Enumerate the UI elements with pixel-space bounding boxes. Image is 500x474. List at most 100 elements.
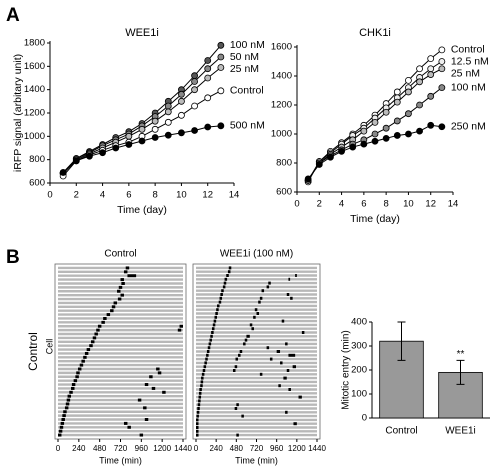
data-point [416, 101, 423, 109]
data-point [138, 137, 146, 145]
data-point [371, 137, 379, 145]
y-tick-label: 100 [351, 389, 367, 400]
x-tick-label: 960 [135, 444, 149, 453]
data-point [204, 65, 212, 73]
y-tick-label: 300 [351, 341, 367, 352]
data-point [315, 161, 323, 168]
data-point [204, 57, 212, 64]
y-tick-label: 200 [351, 365, 367, 376]
y-tick-label: 1000 [24, 131, 45, 142]
data-point [151, 134, 159, 141]
data-point [151, 117, 159, 125]
x-axis-title: Time (min) [99, 455, 142, 465]
data-point [371, 130, 379, 138]
data-point [405, 76, 412, 84]
significance: ** [457, 349, 465, 360]
y-tick-label: 800 [276, 158, 292, 169]
data-point [164, 108, 172, 116]
data-point [204, 74, 212, 82]
data-point [427, 92, 435, 100]
y-tick-label: 600 [29, 178, 45, 189]
x-tick-label: 2 [74, 190, 79, 201]
data-point [360, 127, 368, 135]
x-tick-label: 12 [202, 190, 213, 201]
data-point [178, 97, 185, 105]
data-point [178, 129, 185, 137]
x-tick-label: 1440 [174, 444, 192, 453]
series-line [62, 125, 221, 173]
y-tick-label: 1200 [271, 100, 292, 111]
x-tick-label: Control [385, 426, 417, 437]
legend-label: 100 nM [230, 39, 265, 51]
data-point [191, 102, 198, 110]
x-tick-label: 10 [176, 190, 187, 201]
data-point [438, 123, 446, 131]
data-point [405, 130, 412, 138]
y-axis-title: Cell [44, 339, 54, 355]
x-tick-label: 480 [230, 444, 244, 453]
x-axis-title: Time (day) [117, 204, 167, 216]
data-point [178, 90, 185, 98]
data-point [427, 71, 435, 78]
y-tick-label: 600 [276, 187, 292, 198]
y-tick-label: 1200 [24, 108, 45, 119]
error-bar [397, 321, 406, 361]
y-tick-label: 1800 [24, 38, 45, 49]
chart-title: CHK1i [359, 27, 391, 39]
y-axis-title: iRFP signal (arbitary unit) [12, 54, 24, 172]
data-point [217, 53, 225, 61]
x-tick-label: 4 [339, 199, 344, 210]
x-tick-label: 14 [448, 199, 459, 210]
data-point [164, 118, 172, 126]
error-bar [456, 359, 465, 385]
x-tick-label: 0 [47, 190, 52, 201]
x-tick-label: 1440 [308, 444, 326, 453]
data-point [382, 134, 390, 142]
x-tick-label: 1200 [288, 444, 306, 453]
chart-title: WEE1i (100 nM) [220, 249, 293, 260]
data-point [360, 140, 368, 148]
x-axis-title: Time (min) [235, 455, 278, 465]
data-point [204, 123, 212, 131]
y-tick-label: 1400 [24, 84, 45, 95]
panel-label: B [6, 247, 20, 268]
x-tick-label: 1200 [153, 444, 171, 453]
data-point [59, 169, 67, 176]
data-point [427, 55, 435, 62]
data-point [382, 108, 390, 116]
data-point [164, 131, 172, 139]
data-point [99, 149, 106, 157]
x-tick-label: 4 [100, 190, 105, 201]
data-point [191, 72, 198, 80]
data-point [86, 152, 93, 160]
x-tick-label: 0 [56, 444, 61, 453]
x-tick-label: 720 [250, 444, 264, 453]
legend-label: Control [230, 85, 264, 97]
data-point [371, 119, 379, 126]
data-point [327, 153, 334, 161]
data-point [217, 87, 225, 95]
data-point [393, 98, 401, 106]
data-point [438, 65, 446, 73]
x-tick-label: 720 [114, 444, 128, 453]
legend-label: Control [451, 44, 485, 56]
x-tick-label: 240 [72, 444, 86, 453]
data-point [382, 124, 390, 132]
x-tick-label: 480 [93, 444, 107, 453]
data-point [72, 157, 80, 165]
data-point [217, 41, 225, 49]
x-tick-label: 240 [209, 444, 223, 453]
data-point [438, 84, 446, 91]
x-tick-label: 0 [194, 444, 199, 453]
x-tick-label: WEE1i [445, 426, 476, 437]
chart-title: WEE1i [125, 27, 159, 39]
data-point [304, 175, 312, 183]
x-tick-label: 2 [317, 199, 322, 210]
x-tick-label: 960 [270, 444, 284, 453]
data-point [405, 88, 412, 96]
y-tick-label: 0 [362, 413, 367, 424]
x-tick-label: 8 [383, 199, 388, 210]
data-point [427, 121, 435, 129]
data-point [338, 147, 345, 155]
